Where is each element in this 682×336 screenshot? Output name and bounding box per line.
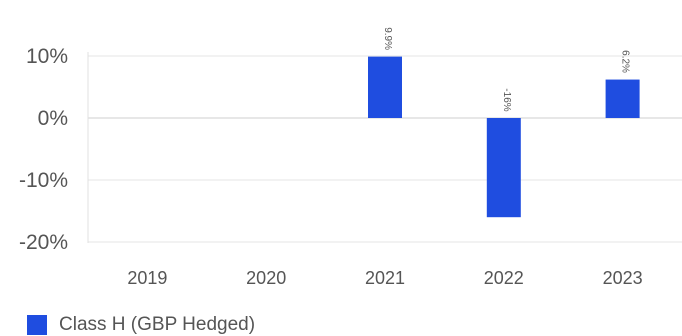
legend: Class H (GBP Hedged) xyxy=(27,314,255,336)
legend-label: Class H (GBP Hedged) xyxy=(59,314,256,335)
bar xyxy=(486,118,521,218)
bar xyxy=(605,79,640,118)
data-label: -16% xyxy=(501,88,512,111)
y-tick-label: -10% xyxy=(19,169,68,192)
data-label: 9.9% xyxy=(382,27,393,50)
data-label: 6.2% xyxy=(620,50,631,73)
x-tick-label: 2023 xyxy=(603,268,643,288)
x-tick-label: 2022 xyxy=(484,268,524,288)
y-tick-label: -20% xyxy=(19,231,68,254)
x-tick-label: 2021 xyxy=(365,268,405,288)
bar-chart: 10% 0% -10% -20% 2019 2020 2021 2022 2023 9.9% -16… xyxy=(19,27,682,288)
x-tick-label: 2020 xyxy=(246,268,286,288)
legend-swatch xyxy=(27,315,47,335)
x-tick-label: 2019 xyxy=(127,268,167,288)
y-tick-label: 10% xyxy=(26,45,68,68)
y-tick-label: 0% xyxy=(38,107,68,130)
bar xyxy=(368,56,402,118)
